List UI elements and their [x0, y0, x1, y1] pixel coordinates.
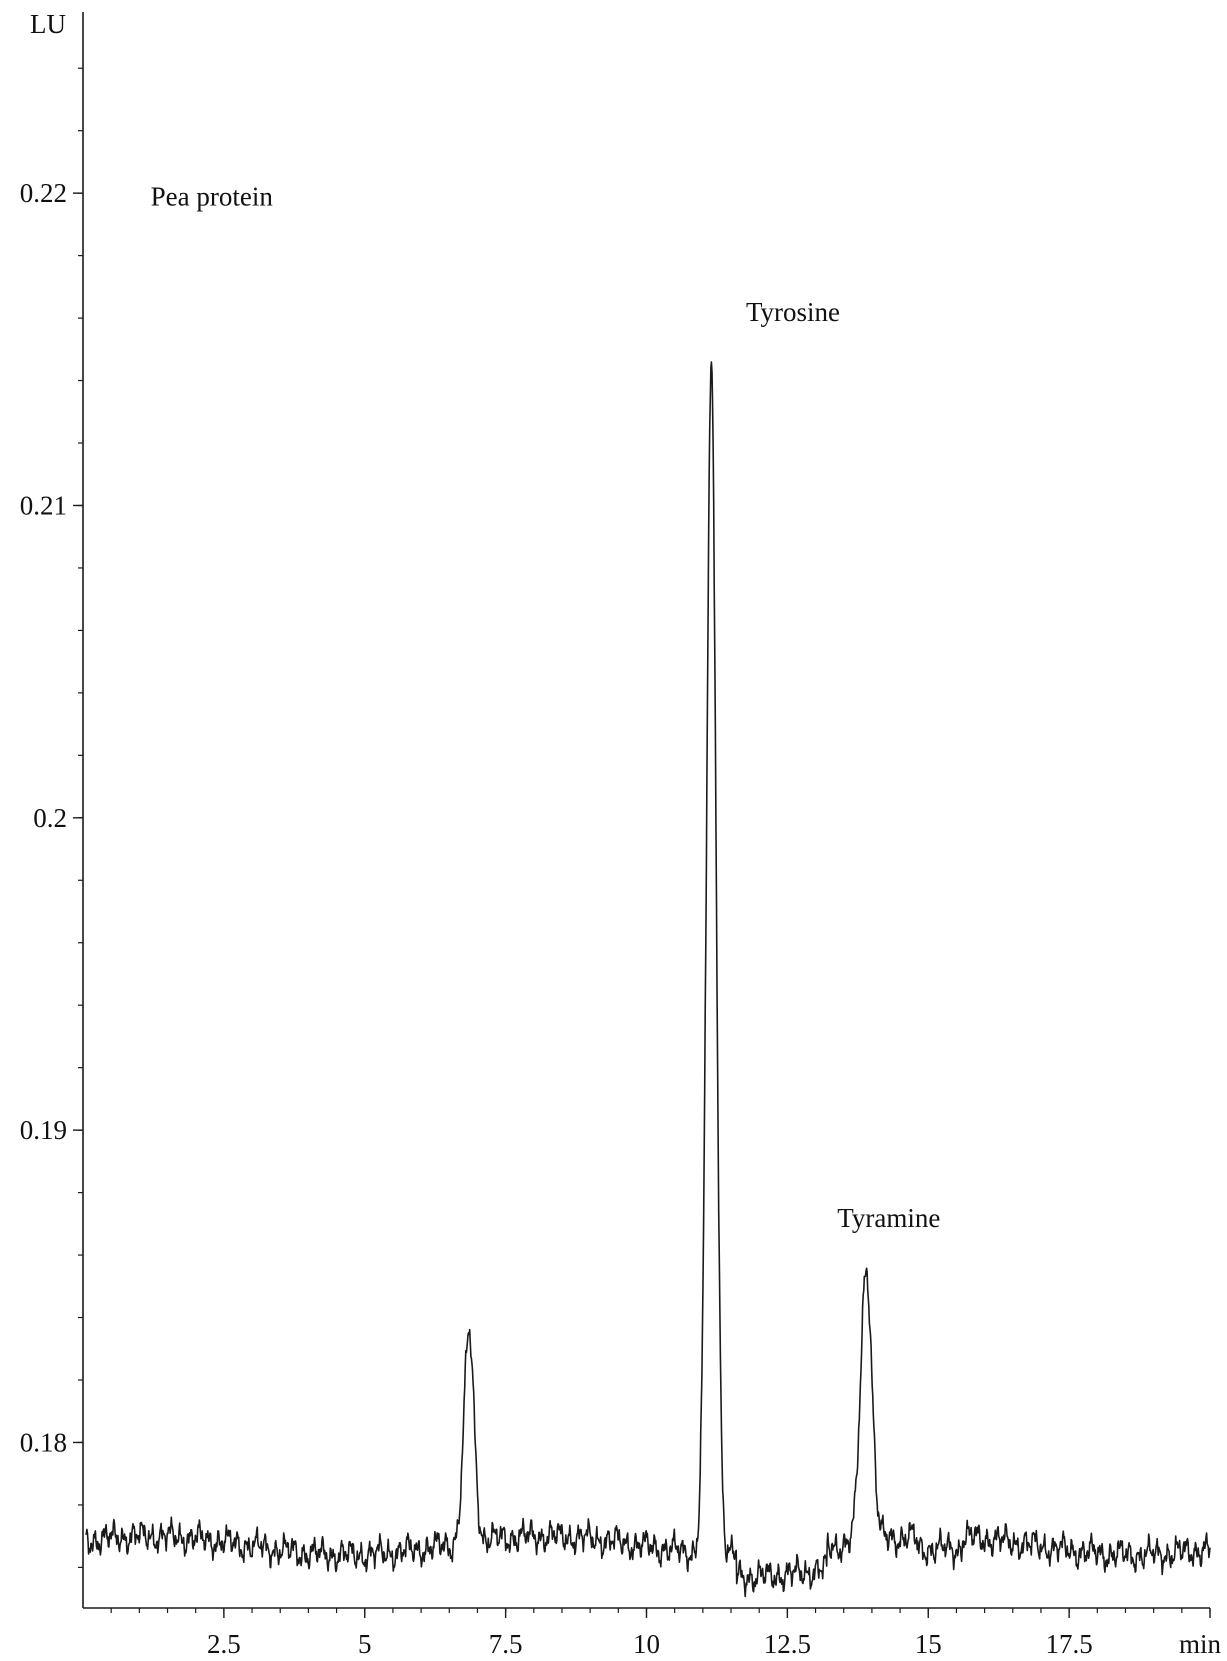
y-axis-label: LU [30, 9, 66, 39]
chromatogram-trace [85, 361, 1211, 1598]
axes [82, 12, 1210, 1609]
y-tick-label: 0.22 [20, 178, 67, 208]
x-tick-label: 17.5 [1046, 1629, 1093, 1659]
x-tick-label: 10 [633, 1629, 660, 1659]
peak-apexes [468, 361, 867, 1337]
y-tick-label: 0.21 [20, 490, 67, 520]
y-tick-label: 0.18 [20, 1427, 67, 1457]
x-tick-label: 7.5 [489, 1629, 523, 1659]
x-tick-label: 5 [358, 1629, 372, 1659]
x-tick-label: 15 [915, 1629, 942, 1659]
x-axis-label: min [1179, 1629, 1222, 1659]
x-tick-label: 2.5 [207, 1629, 241, 1659]
tick-labels: 0.18 0.19 0.2 0.21 0.22 2.5 5 7.5 10 12.5 15 17.5 [20, 178, 1093, 1659]
tick-marks [73, 67, 1211, 1618]
annotation-label: Pea protein [151, 182, 274, 212]
annotation-label: Tyramine [837, 1203, 940, 1233]
annotations: Pea protein Tyrosine Tyramine [151, 182, 941, 1233]
y-tick-label: 0.19 [20, 1115, 67, 1145]
annotation-label: Tyrosine [746, 297, 840, 327]
y-tick-label: 0.2 [33, 803, 67, 833]
x-tick-label: 12.5 [764, 1629, 811, 1659]
